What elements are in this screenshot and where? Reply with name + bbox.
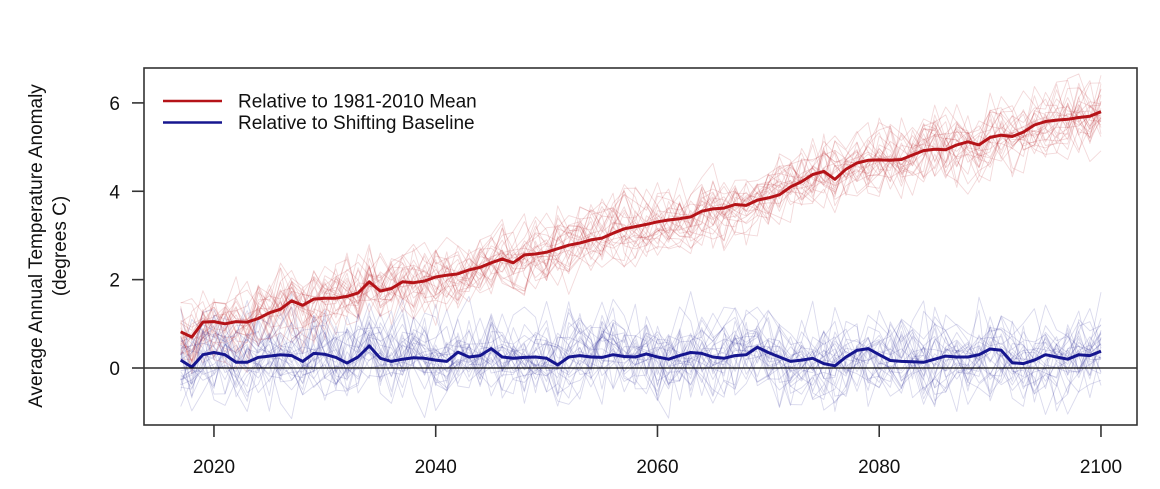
ensemble-line-rel-shifting-baseline bbox=[180, 313, 1102, 404]
ensemble-line-rel-shifting-baseline bbox=[180, 300, 1102, 403]
legend-label: Relative to Shifting Baseline bbox=[238, 113, 475, 134]
x-tick-label: 2040 bbox=[415, 457, 457, 478]
ensemble-line-rel-shifting-baseline bbox=[180, 315, 1102, 412]
ensemble-line-rel-1981-2010-mean bbox=[180, 83, 1102, 371]
ensemble-line-rel-1981-2010-mean bbox=[180, 113, 1102, 370]
ensemble-line-rel-1981-2010-mean bbox=[180, 91, 1102, 362]
ensemble-line-rel-1981-2010-mean bbox=[180, 89, 1102, 345]
ensemble-line-rel-shifting-baseline bbox=[180, 298, 1102, 412]
x-tick-label: 2100 bbox=[1080, 457, 1122, 478]
mean-line-rel-shifting-baseline bbox=[179, 344, 1102, 369]
ensemble-line-rel-1981-2010-mean bbox=[180, 110, 1102, 364]
ensemble-line-rel-1981-2010-mean bbox=[180, 96, 1102, 363]
ensemble-line-rel-1981-2010-mean bbox=[180, 105, 1102, 375]
ensemble-line-rel-shifting-baseline bbox=[180, 300, 1102, 405]
ensemble-line-rel-shifting-baseline bbox=[180, 301, 1102, 406]
ensemble-line-rel-shifting-baseline bbox=[180, 312, 1102, 398]
mean-line-rel-1981-2010-mean bbox=[180, 110, 1102, 339]
ensemble-line-rel-shifting-baseline bbox=[180, 292, 1102, 408]
ensemble-line-rel-1981-2010-mean bbox=[180, 83, 1102, 342]
ensemble-line-rel-shifting-baseline bbox=[180, 291, 1102, 419]
ensemble-line-rel-shifting-baseline bbox=[180, 302, 1102, 411]
ensemble-line-rel-shifting-baseline bbox=[180, 309, 1102, 397]
ensemble-line-rel-1981-2010-mean bbox=[180, 104, 1102, 365]
ensemble-line-rel-1981-2010-mean bbox=[180, 115, 1102, 355]
ensemble-line-rel-1981-2010-mean bbox=[180, 82, 1102, 361]
x-tick-label: 2080 bbox=[858, 457, 900, 478]
x-tick-label: 2060 bbox=[636, 457, 678, 478]
ensemble-line-rel-shifting-baseline bbox=[180, 296, 1102, 400]
ensemble-line-rel-1981-2010-mean bbox=[180, 97, 1102, 353]
y-tick-label: 0 bbox=[109, 359, 120, 380]
ensemble-line-rel-shifting-baseline bbox=[180, 306, 1102, 402]
y-axis-label-line-2: (degrees C) bbox=[50, 196, 71, 296]
y-tick-label: 4 bbox=[109, 182, 120, 203]
ensemble-line-rel-1981-2010-mean bbox=[180, 90, 1102, 356]
ensemble-line-rel-1981-2010-mean bbox=[180, 87, 1102, 366]
ensemble-line-rel-shifting-baseline bbox=[180, 308, 1102, 401]
legend-label: Relative to 1981-2010 Mean bbox=[238, 92, 477, 113]
ensemble-line-rel-1981-2010-mean bbox=[180, 101, 1102, 356]
ensemble-line-rel-1981-2010-mean bbox=[180, 86, 1102, 364]
ensemble-line-rel-1981-2010-mean bbox=[180, 95, 1102, 354]
plot-box bbox=[143, 67, 1138, 426]
ensemble-line-rel-1981-2010-mean bbox=[180, 80, 1102, 351]
y-axis-label-line-1: Average Annual Temperature Anomaly bbox=[26, 84, 47, 408]
ensemble-line-rel-shifting-baseline bbox=[180, 307, 1102, 395]
ensemble-line-rel-shifting-baseline bbox=[180, 306, 1101, 415]
ensemble-line-rel-1981-2010-mean bbox=[180, 75, 1102, 340]
ensemble-line-rel-1981-2010-mean bbox=[180, 86, 1102, 357]
ensemble-line-rel-1981-2010-mean bbox=[180, 82, 1102, 348]
ensemble-line-rel-shifting-baseline bbox=[180, 314, 1102, 405]
x-tick-label: 2020 bbox=[193, 457, 235, 478]
ensemble-line-rel-1981-2010-mean bbox=[180, 80, 1102, 344]
ensemble-line-rel-1981-2010-mean bbox=[180, 102, 1102, 364]
ensemble-line-rel-1981-2010-mean bbox=[180, 104, 1102, 363]
y-tick-label: 2 bbox=[109, 271, 120, 292]
ensemble-line-rel-shifting-baseline bbox=[180, 313, 1102, 409]
plot-area bbox=[179, 73, 1102, 420]
ensemble-line-rel-shifting-baseline bbox=[180, 293, 1102, 419]
ensemble-line-rel-1981-2010-mean bbox=[180, 107, 1102, 357]
y-tick-label: 6 bbox=[109, 94, 120, 115]
ensemble-line-rel-shifting-baseline bbox=[180, 304, 1102, 407]
ensemble-line-rel-shifting-baseline bbox=[180, 300, 1102, 412]
ensemble-line-rel-shifting-baseline bbox=[180, 316, 1102, 412]
ensemble-line-rel-shifting-baseline bbox=[180, 310, 1102, 412]
